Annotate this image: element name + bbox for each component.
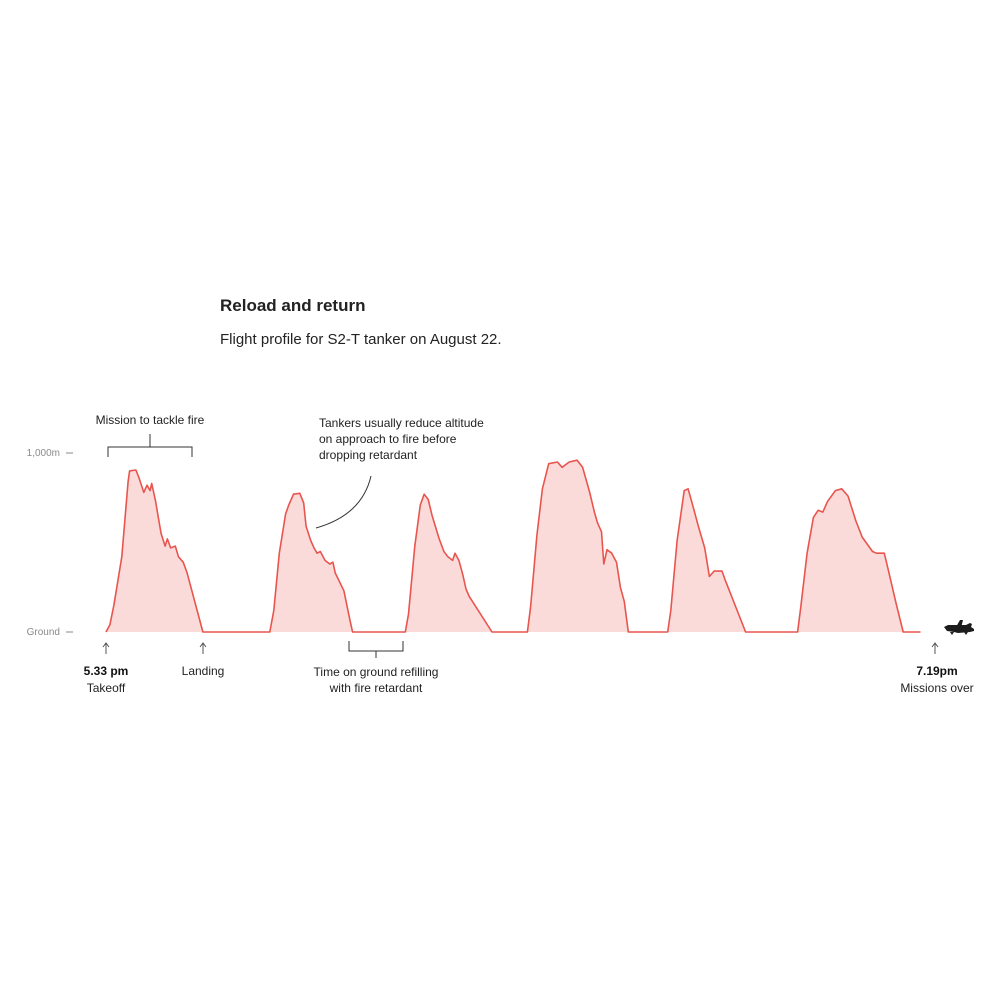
missions-over-arrow-icon	[931, 642, 939, 654]
chart-title: Reload and return	[220, 296, 366, 315]
refill-label-line-1: Time on ground refilling	[314, 665, 439, 679]
mission-bracket	[107, 434, 193, 457]
y-tick-label-ground: Ground	[27, 627, 60, 638]
mission-label: Mission to tackle fire	[96, 413, 205, 427]
tanker-callout-line-1: Tankers usually reduce altitude	[319, 416, 484, 430]
takeoff-label: Takeoff	[87, 681, 126, 695]
airplane-icon	[944, 620, 974, 635]
missions-over-label: Missions over	[900, 681, 973, 695]
takeoff-arrow-icon	[102, 642, 110, 654]
tanker-callout-line-3: dropping retardant	[319, 448, 418, 462]
takeoff-time: 5.33 pm	[84, 664, 129, 678]
chart-subtitle: Flight profile for S2-T tanker on August…	[220, 331, 502, 348]
tanker-callout-line-2: on approach to fire before	[319, 432, 457, 446]
refill-bracket	[348, 641, 404, 658]
y-tick-label-top: 1,000m	[27, 448, 60, 459]
tanker-callout-line	[315, 475, 372, 529]
refill-label-line-2: with fire retardant	[329, 681, 423, 695]
landing-label: Landing	[182, 664, 225, 678]
altitude-area	[106, 460, 921, 632]
missions-over-time: 7.19pm	[916, 664, 957, 678]
altitude-line	[105, 459, 921, 633]
landing-arrow-icon	[199, 642, 207, 654]
